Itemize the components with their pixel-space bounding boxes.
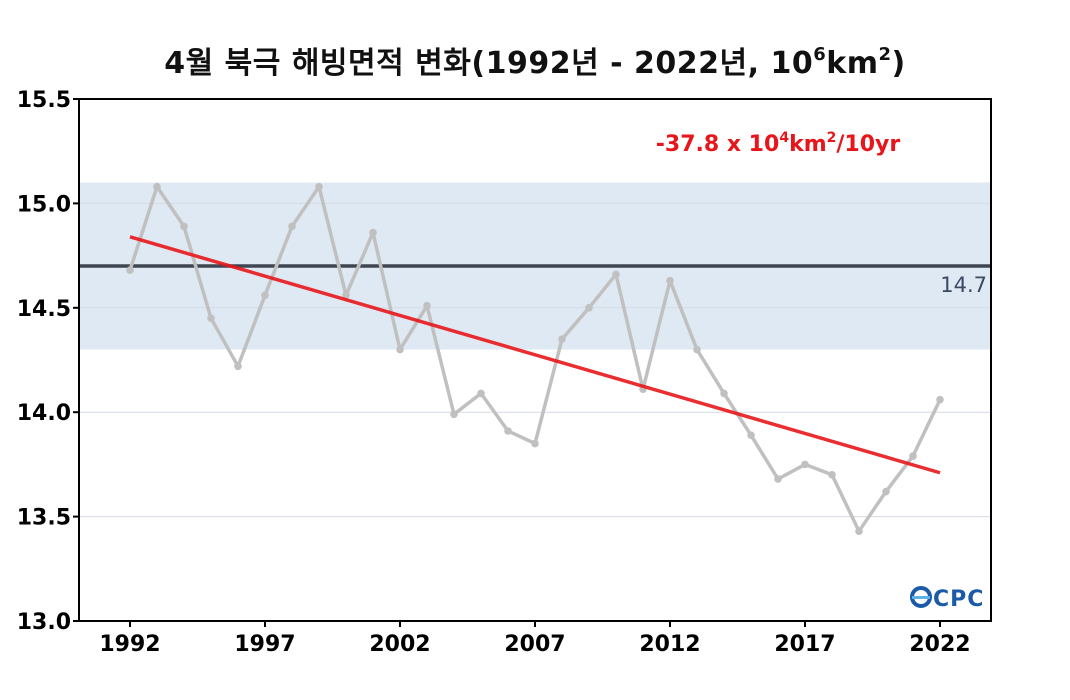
chart-title: 4월 북극 해빙면적 변화(1992년 - 2022년, 106km2) (164, 44, 906, 81)
y-tick-label: 15.5 (17, 88, 71, 113)
trend-rate-label: -37.8 x 104km2/10yr (656, 130, 901, 157)
logo-text: CPC (933, 587, 984, 612)
data-point (909, 452, 917, 460)
data-point (828, 471, 836, 479)
cpc-logo: CPC (910, 586, 984, 612)
y-tick-label: 14.5 (17, 297, 71, 322)
y-tick-label: 14.0 (17, 401, 71, 426)
y-tick-label: 13.0 (17, 610, 71, 635)
data-point (369, 228, 377, 237)
data-point (747, 431, 755, 439)
data-point (315, 182, 323, 191)
average-label: 14.7 (940, 273, 987, 297)
y-tick-label: 15.0 (17, 192, 71, 217)
data-point (396, 345, 404, 354)
data-point (342, 291, 350, 300)
data-point (423, 301, 431, 310)
data-point (207, 314, 215, 323)
data-point (261, 291, 269, 300)
data-point (801, 460, 809, 469)
data-point (180, 222, 188, 231)
data-point (612, 270, 620, 279)
data-point (666, 276, 674, 285)
data-point (234, 362, 242, 371)
x-tick-label: 2007 (504, 632, 565, 657)
data-point (531, 439, 539, 448)
data-point (936, 395, 944, 404)
x-tick-label: 2017 (774, 632, 835, 657)
y-tick-label: 13.5 (17, 506, 71, 531)
x-tick-label: 1997 (234, 632, 295, 657)
data-point (477, 389, 485, 398)
trend-line (129, 235, 941, 475)
plot-frame (78, 98, 992, 622)
data-point (153, 182, 161, 191)
data-point (855, 527, 863, 536)
x-tick-label: 1992 (99, 632, 160, 657)
data-point (504, 427, 512, 435)
data-point (882, 487, 890, 496)
data-point (288, 222, 296, 231)
data-point (720, 389, 728, 398)
data-point (558, 335, 566, 343)
x-tick-label: 2012 (639, 632, 700, 657)
data-point (450, 410, 458, 419)
x-tick-label: 2002 (369, 632, 430, 657)
data-point (693, 345, 701, 354)
data-point (774, 475, 782, 483)
x-tick-label: 2022 (909, 632, 970, 657)
data-point (126, 266, 134, 275)
data-point (585, 304, 593, 312)
